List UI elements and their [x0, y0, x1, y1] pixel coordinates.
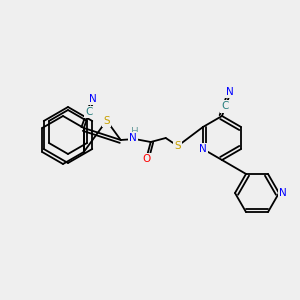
- Text: S: S: [103, 116, 110, 126]
- Text: N: N: [226, 87, 233, 97]
- Text: C: C: [85, 107, 93, 117]
- Text: N: N: [129, 133, 136, 143]
- Text: H: H: [131, 127, 139, 137]
- Text: N: N: [279, 188, 287, 198]
- Text: C: C: [221, 101, 228, 112]
- Text: O: O: [142, 154, 151, 164]
- Text: N: N: [199, 144, 207, 154]
- Text: S: S: [174, 141, 181, 151]
- Text: N: N: [89, 94, 97, 104]
